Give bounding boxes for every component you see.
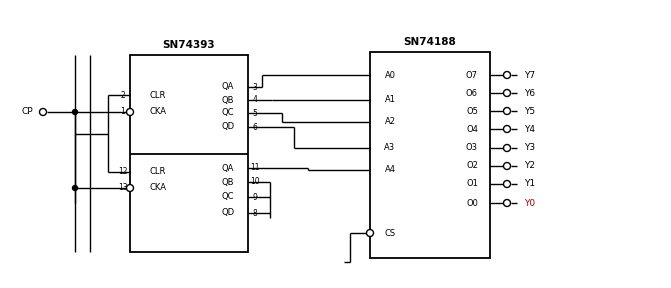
Circle shape bbox=[127, 109, 134, 115]
Text: Y7: Y7 bbox=[525, 71, 535, 79]
Circle shape bbox=[503, 126, 511, 132]
Text: QD: QD bbox=[221, 122, 235, 132]
Text: Y6: Y6 bbox=[525, 88, 535, 98]
Circle shape bbox=[72, 185, 77, 190]
Text: O7: O7 bbox=[466, 71, 478, 79]
Text: Y3: Y3 bbox=[525, 143, 535, 153]
Circle shape bbox=[40, 109, 46, 115]
Text: O6: O6 bbox=[466, 88, 478, 98]
Text: A1: A1 bbox=[384, 96, 395, 105]
Circle shape bbox=[503, 71, 511, 79]
Text: A2: A2 bbox=[384, 118, 395, 126]
Text: O3: O3 bbox=[466, 143, 478, 153]
Text: O1: O1 bbox=[466, 179, 478, 189]
Text: CLR: CLR bbox=[150, 168, 166, 177]
Text: QB: QB bbox=[221, 177, 234, 187]
Text: QD: QD bbox=[221, 209, 235, 217]
Bar bbox=[130, 55, 248, 252]
Text: Y0: Y0 bbox=[525, 198, 535, 207]
Text: 5: 5 bbox=[252, 109, 258, 118]
Text: QB: QB bbox=[221, 96, 234, 105]
Text: 3: 3 bbox=[252, 82, 258, 92]
Text: 13: 13 bbox=[118, 183, 127, 192]
Bar bbox=[370, 52, 490, 258]
Text: A3: A3 bbox=[384, 143, 396, 153]
Circle shape bbox=[503, 200, 511, 206]
Text: SN74393: SN74393 bbox=[162, 40, 215, 50]
Text: 8: 8 bbox=[252, 209, 258, 217]
Circle shape bbox=[503, 162, 511, 170]
Text: 4: 4 bbox=[252, 96, 258, 105]
Text: Y2: Y2 bbox=[525, 162, 535, 170]
Circle shape bbox=[503, 181, 511, 187]
Text: O0: O0 bbox=[466, 198, 478, 207]
Text: 10: 10 bbox=[250, 177, 260, 187]
Text: 11: 11 bbox=[250, 164, 260, 173]
Text: CKA: CKA bbox=[150, 183, 166, 192]
Circle shape bbox=[127, 185, 134, 192]
Text: CLR: CLR bbox=[150, 90, 166, 99]
Circle shape bbox=[366, 230, 374, 236]
Text: CS: CS bbox=[384, 228, 396, 238]
Circle shape bbox=[503, 107, 511, 115]
Text: A4: A4 bbox=[384, 166, 395, 175]
Text: O2: O2 bbox=[466, 162, 478, 170]
Text: CKA: CKA bbox=[150, 107, 166, 117]
Text: Y5: Y5 bbox=[525, 107, 535, 115]
Circle shape bbox=[503, 90, 511, 96]
Text: 9: 9 bbox=[252, 192, 258, 202]
Text: 1: 1 bbox=[121, 107, 125, 117]
Text: 12: 12 bbox=[118, 168, 127, 177]
Circle shape bbox=[503, 145, 511, 151]
Text: O4: O4 bbox=[466, 124, 478, 134]
Text: CP: CP bbox=[21, 107, 33, 117]
Text: O5: O5 bbox=[466, 107, 478, 115]
Text: QA: QA bbox=[222, 164, 234, 173]
Text: 6: 6 bbox=[252, 122, 258, 132]
Text: QA: QA bbox=[222, 82, 234, 92]
Circle shape bbox=[72, 109, 77, 115]
Text: QC: QC bbox=[221, 109, 234, 118]
Text: 2: 2 bbox=[121, 90, 125, 99]
Text: QC: QC bbox=[221, 192, 234, 202]
Text: Y4: Y4 bbox=[525, 124, 535, 134]
Text: Y1: Y1 bbox=[525, 179, 535, 189]
Text: SN74188: SN74188 bbox=[404, 37, 456, 47]
Text: A0: A0 bbox=[384, 71, 395, 79]
